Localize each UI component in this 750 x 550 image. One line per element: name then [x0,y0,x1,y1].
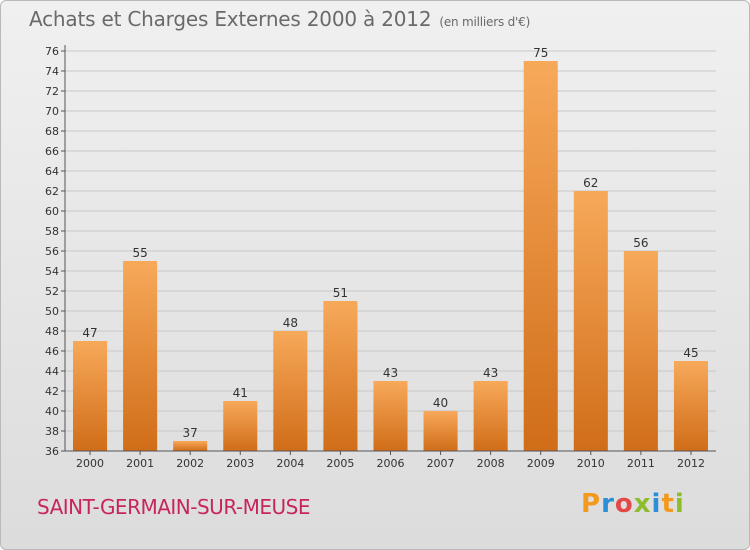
bar-value-label: 56 [633,236,648,250]
bar [223,401,258,451]
bar [573,191,608,451]
town-name: SAINT-GERMAIN-SUR-MEUSE [37,495,310,519]
y-tick-label: 74 [45,65,59,78]
y-tick-label: 60 [45,205,59,218]
y-tick-label: 50 [45,305,59,318]
bar-value-label: 43 [383,366,398,380]
logo-letter: r [601,489,615,519]
bar-value-label: 41 [233,386,248,400]
chart-title: Achats et Charges Externes 2000 à 2012 (e… [29,7,530,31]
x-tick-label: 2010 [577,457,605,470]
y-tick-label: 54 [45,265,59,278]
bar-value-label: 45 [683,346,698,360]
x-tick-label: 2000 [76,457,104,470]
x-tick-label: 2006 [377,457,405,470]
logo-letter: x [633,489,652,519]
bar [523,61,558,451]
logo-letter: t [661,489,675,519]
chart-title-text: Achats et Charges Externes 2000 à 2012 [29,7,432,31]
x-tick-label: 2012 [677,457,705,470]
x-tick-label: 2011 [627,457,655,470]
bar [473,381,508,451]
y-tick-label: 58 [45,225,59,238]
y-tick-label: 68 [45,125,59,138]
y-tick-label: 40 [45,405,59,418]
bar [173,441,208,451]
y-axis-ticks: 36 38 40 42 44 46 48 50 52 54 56 58 60 62 64 66 68 70 72 74… [45,45,65,458]
logo-letter: i [651,489,662,519]
bar-value-label: 37 [183,426,198,440]
y-tick-label: 70 [45,105,59,118]
bar-value-label: 43 [483,366,498,380]
chart-unit: (en milliers d'€) [439,15,531,29]
bar [123,261,158,451]
x-tick-label: 2002 [176,457,204,470]
y-tick-label: 76 [45,45,59,58]
bar [373,381,408,451]
logo-letter: i [674,489,685,519]
bar-value-label: 48 [283,316,298,330]
y-tick-label: 38 [45,425,59,438]
y-tick-label: 48 [45,325,59,338]
y-tick-label: 72 [45,85,59,98]
bar [673,361,708,451]
bar [323,301,358,451]
bar [273,331,308,451]
y-tick-label: 36 [45,445,59,458]
y-tick-label: 46 [45,345,59,358]
y-tick-label: 56 [45,245,59,258]
bar-value-label: 47 [82,326,97,340]
x-axis-ticks: 2000 2001 2002 2003 2004 2005 2006 2007 2008 2009… [76,451,705,470]
x-tick-label: 2004 [276,457,304,470]
bar-value-label: 40 [433,396,448,410]
logo-letter: P [581,489,602,519]
bar [423,411,458,451]
y-tick-label: 52 [45,285,59,298]
proxiti-logo: Proxiti [581,489,685,519]
bar-value-label: 51 [333,286,348,300]
y-tick-label: 44 [45,365,59,378]
axes [64,45,716,452]
bar [73,341,108,451]
x-tick-label: 2008 [477,457,505,470]
x-tick-label: 2007 [427,457,455,470]
bar-value-label: 55 [132,246,147,260]
x-tick-label: 2009 [527,457,555,470]
y-tick-label: 66 [45,145,59,158]
bar-value-label: 75 [533,46,548,60]
y-tick-label: 62 [45,185,59,198]
y-tick-label: 64 [45,165,59,178]
bars: 47 55 37 41 48 51 43 40 43 75 62 56 45 [73,46,708,451]
x-tick-label: 2005 [326,457,354,470]
y-tick-label: 42 [45,385,59,398]
x-tick-label: 2001 [126,457,154,470]
x-tick-label: 2003 [226,457,254,470]
bar [623,251,658,451]
logo-letter: o [614,489,634,519]
bar-value-label: 62 [583,176,598,190]
